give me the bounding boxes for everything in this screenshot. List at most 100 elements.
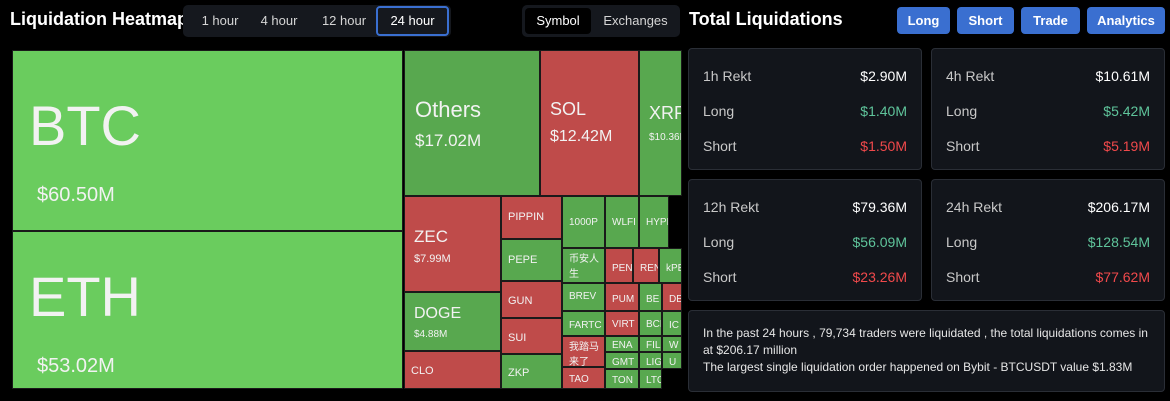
summary-title: Total Liquidations bbox=[689, 9, 843, 29]
tile-label: TAO bbox=[569, 374, 589, 385]
tile-label: ETH bbox=[29, 265, 141, 328]
tile-label: Others bbox=[415, 97, 482, 122]
tile-label: kPE bbox=[666, 263, 681, 274]
tile-value: $4.88M bbox=[414, 329, 448, 340]
tile-label: 币安人生 bbox=[569, 254, 599, 280]
heatmap-tile[interactable]: W bbox=[662, 336, 682, 352]
heatmap-tile[interactable]: FARTC bbox=[562, 311, 605, 336]
heatmap-tile[interactable]: TAO bbox=[562, 367, 605, 389]
tile-label: FARTC bbox=[569, 320, 602, 331]
tile-label: PUM bbox=[612, 294, 635, 305]
heatmap-tile[interactable]: VIRT bbox=[605, 311, 639, 336]
row-value: $5.19M bbox=[1103, 138, 1150, 154]
rekt-card: 1h Rekt $2.90M Long $1.40M Short $1.50M bbox=[688, 48, 922, 170]
action-button[interactable]: Long bbox=[897, 7, 950, 34]
tile-label: PIPPIN bbox=[508, 211, 545, 223]
tile-label: SOL bbox=[550, 99, 587, 119]
row-value: $2.90M bbox=[860, 68, 907, 84]
row-value: $5.42M bbox=[1103, 103, 1150, 119]
heatmap-tile[interactable]: FIL bbox=[639, 336, 662, 352]
tile-value: $7.99M bbox=[414, 253, 451, 265]
heatmap-tile[interactable]: BCH bbox=[639, 311, 662, 336]
heatmap-tile[interactable]: ZEC $7.99M bbox=[404, 196, 501, 292]
group-tab[interactable]: Exchanges bbox=[603, 13, 668, 28]
row-value: $79.36M bbox=[852, 199, 907, 215]
heatmap-tile[interactable]: PIPPIN bbox=[501, 196, 562, 239]
heatmap-tile[interactable]: PEPE bbox=[501, 239, 562, 281]
heatmap-tile[interactable]: WLFI bbox=[605, 196, 639, 248]
action-button[interactable]: Short bbox=[957, 7, 1014, 34]
heatmap-tile[interactable]: kPE bbox=[659, 248, 682, 283]
heatmap-tile[interactable]: 币安人生 bbox=[562, 248, 605, 283]
heatmap-tile[interactable]: GMT bbox=[605, 352, 639, 369]
group-tab[interactable]: Symbol bbox=[525, 8, 591, 34]
heatmap-tile[interactable]: Others $17.02M bbox=[404, 50, 540, 196]
row-label: 24h Rekt bbox=[946, 199, 1003, 215]
tile-label: ZEC bbox=[414, 227, 448, 246]
heatmap-tile[interactable]: CLO bbox=[404, 351, 501, 389]
action-button[interactable]: Trade bbox=[1021, 7, 1080, 34]
tile-label: FIL bbox=[646, 340, 661, 351]
tile-label: 我踏马来了 bbox=[569, 342, 599, 367]
row-value: $77.62M bbox=[1095, 269, 1150, 285]
row-label: 12h Rekt bbox=[703, 199, 760, 215]
row-value: $56.09M bbox=[852, 234, 907, 250]
time-tab[interactable]: 4 hour bbox=[260, 13, 298, 28]
heatmap: BTC $60.50M ETH $53.02M Others $17.02M SOL $12.… bbox=[12, 50, 682, 389]
tile-label: ENA bbox=[612, 340, 633, 351]
heatmap-tile[interactable]: 我踏马来了 bbox=[562, 336, 605, 367]
tile-label: BE bbox=[646, 294, 660, 305]
heatmap-tile[interactable]: PEN bbox=[605, 248, 633, 283]
heatmap-tile[interactable]: DE bbox=[662, 283, 682, 311]
heatmap-tile[interactable]: LTC bbox=[639, 369, 662, 389]
heatmap-tile[interactable]: LIG bbox=[639, 352, 662, 369]
row-label: Short bbox=[703, 138, 737, 154]
heatmap-tile[interactable]: XRP $10.36M bbox=[639, 50, 682, 196]
tile-label: CLO bbox=[411, 365, 434, 377]
heatmap-tile[interactable]: GUN bbox=[501, 281, 562, 318]
tile-label: BCH bbox=[646, 319, 661, 330]
tile-label: DOGE bbox=[414, 305, 462, 322]
tile-value: $53.02M bbox=[37, 355, 115, 377]
heatmap-tile[interactable]: BTC $60.50M bbox=[12, 50, 403, 231]
row-value: $1.50M bbox=[860, 138, 907, 154]
heatmap-tile[interactable]: REN bbox=[633, 248, 659, 283]
time-tabs bbox=[183, 5, 451, 37]
heatmap-tile[interactable]: PUM bbox=[605, 283, 639, 311]
tile-label: DE bbox=[669, 294, 682, 305]
tile-label: LIG bbox=[646, 357, 662, 368]
time-tab[interactable]: 24 hour bbox=[376, 6, 449, 36]
heatmap-tile[interactable]: ZKP bbox=[501, 354, 562, 389]
tile-label: VIRT bbox=[612, 319, 635, 330]
tile-label: GMT bbox=[612, 357, 635, 368]
info-text: The largest single liquidation order hap… bbox=[703, 360, 1133, 374]
tile-label: W bbox=[669, 340, 679, 351]
heatmap-tile[interactable]: ENA bbox=[605, 336, 639, 352]
heatmap-tile[interactable]: TON bbox=[605, 369, 639, 389]
heatmap-tile[interactable]: DOGE $4.88M bbox=[404, 292, 501, 351]
row-label: Short bbox=[946, 138, 980, 154]
rekt-card: 4h Rekt $10.61M Long $5.42M Short $5.19M bbox=[931, 48, 1165, 170]
tile-label: LTC bbox=[646, 375, 661, 386]
row-value: $206.17M bbox=[1087, 199, 1150, 215]
action-button[interactable]: Analytics bbox=[1087, 7, 1165, 34]
time-tab[interactable]: 1 hour bbox=[201, 13, 239, 28]
time-tab[interactable]: 12 hour bbox=[321, 13, 367, 28]
tile-label: ZKP bbox=[508, 367, 530, 379]
heatmap-tile[interactable]: U bbox=[662, 352, 682, 369]
heatmap-tile[interactable]: ETH $53.02M bbox=[12, 231, 403, 389]
tile-value: $12.42M bbox=[550, 128, 613, 145]
row-label: Long bbox=[703, 103, 735, 119]
heatmap-tile[interactable]: IC bbox=[662, 311, 682, 336]
row-label: Short bbox=[946, 269, 980, 285]
tile-label: GUN bbox=[508, 295, 533, 307]
tile-label: HYPI bbox=[646, 217, 669, 228]
heatmap-tile[interactable]: 1000P bbox=[562, 196, 605, 248]
heatmap-tile[interactable]: HYPI bbox=[639, 196, 669, 248]
heatmap-tile[interactable]: BE bbox=[639, 283, 662, 311]
tile-label: XRP bbox=[649, 103, 681, 123]
heatmap-tile[interactable]: SOL $12.42M bbox=[540, 50, 639, 196]
row-label: Long bbox=[946, 103, 978, 119]
heatmap-tile[interactable]: BREV bbox=[562, 283, 605, 311]
heatmap-tile[interactable]: SUI bbox=[501, 318, 562, 354]
